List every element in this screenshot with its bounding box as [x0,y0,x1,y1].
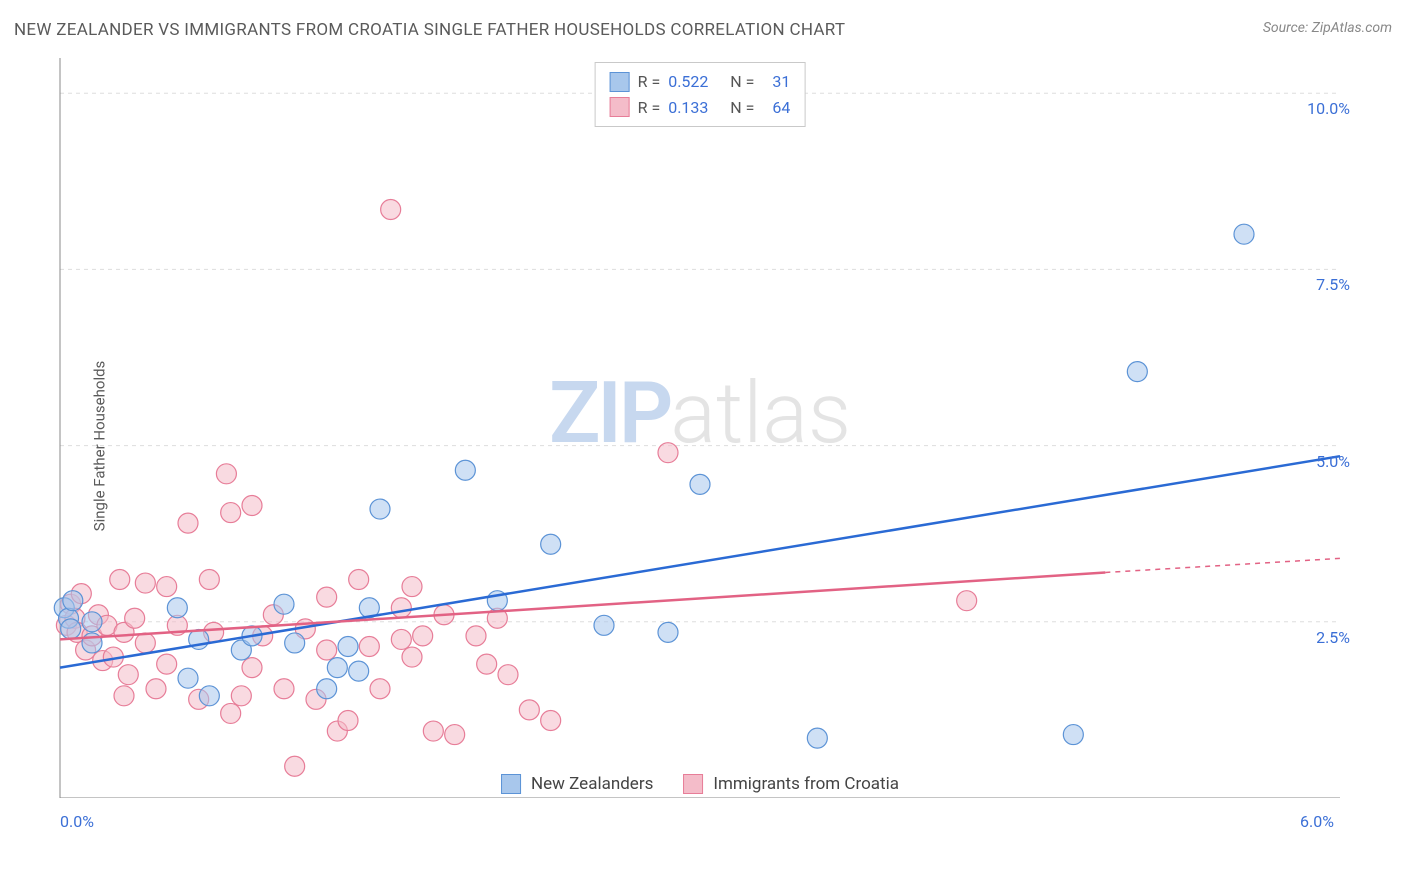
y-tick-label: 7.5% [1316,275,1350,294]
legend-r-label: R = [638,69,661,95]
chart-container: ZIPatlas R = 0.522 N = 31 R = 0.133 N = … [50,58,1350,798]
swatch-icon [610,72,630,92]
swatch-icon [683,774,703,794]
legend-r-value: 0.522 [668,69,722,95]
legend-bottom: New Zealanders Immigrants from Croatia [501,774,899,794]
legend-label: New Zealanders [531,774,653,794]
swatch-icon [610,97,630,117]
legend-n-value: 31 [762,69,790,95]
x-tick-label: 0.0% [60,812,94,831]
x-tick-label: 6.0% [1300,812,1334,831]
legend-label: Immigrants from Croatia [713,774,899,794]
source-attribution: Source: ZipAtlas.com [1263,20,1392,36]
legend-top-row-0: R = 0.522 N = 31 [610,69,791,95]
legend-n-label: N = [730,95,754,121]
y-tick-label: 10.0% [1307,99,1350,118]
chart-svg [50,58,1350,798]
legend-top: R = 0.522 N = 31 R = 0.133 N = 64 [595,62,806,127]
y-tick-label: 5.0% [1316,452,1350,471]
swatch-icon [501,774,521,794]
legend-r-value: 0.133 [668,95,722,121]
legend-top-row-1: R = 0.133 N = 64 [610,95,791,121]
legend-n-label: N = [730,69,754,95]
legend-bottom-item-0: New Zealanders [501,774,653,794]
y-tick-label: 2.5% [1316,628,1350,647]
legend-n-value: 64 [762,95,790,121]
legend-r-label: R = [638,95,661,121]
legend-bottom-item-1: Immigrants from Croatia [683,774,899,794]
chart-title: NEW ZEALANDER VS IMMIGRANTS FROM CROATIA… [14,20,845,40]
